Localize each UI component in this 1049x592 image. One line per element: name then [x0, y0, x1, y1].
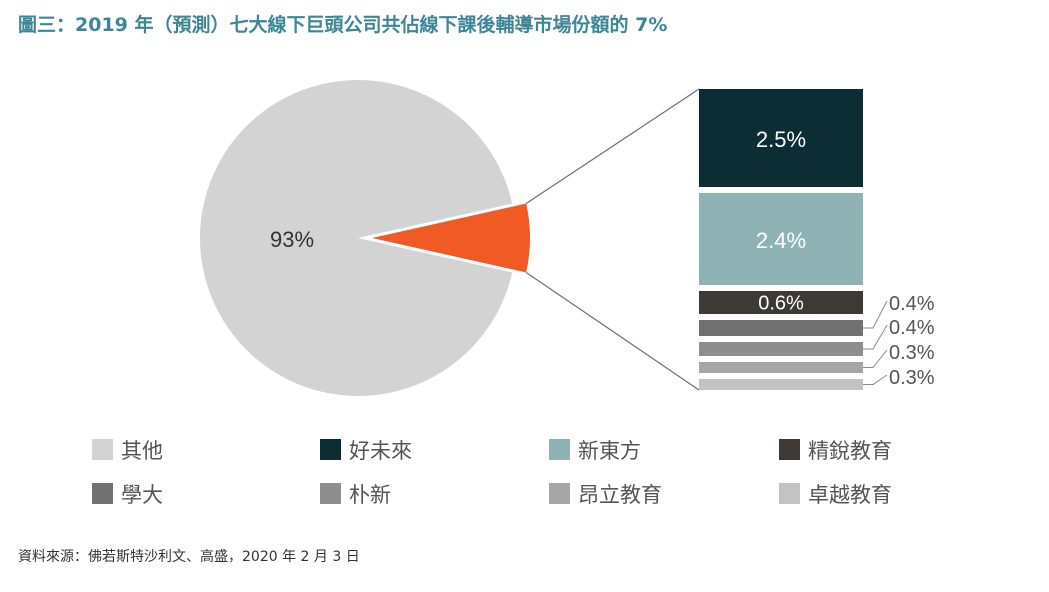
stack-bar	[699, 362, 863, 373]
stack-bar	[699, 89, 863, 187]
legend-label: 卓越教育	[808, 484, 892, 507]
pie-slice-other	[200, 80, 513, 397]
pie-slice-top-seven	[372, 203, 530, 273]
pie-group: 93%	[200, 80, 530, 397]
legend-swatch	[779, 439, 800, 460]
connector-line-top	[525, 88, 700, 205]
chart-title: 圖三：2019 年（預測）七大線下巨頭公司共佔線下課後輔導市場份額的 7%	[18, 14, 668, 36]
stack-bar	[699, 193, 863, 285]
legend-swatch	[320, 439, 341, 460]
stack-label: 0.3%	[889, 342, 935, 364]
legend-label: 好未來	[349, 440, 412, 463]
stack-bar	[699, 342, 863, 356]
legend-label: 朴新	[349, 484, 391, 507]
connector-line-bottom	[525, 271, 700, 391]
leader-line	[863, 374, 888, 385]
stack-bar	[699, 291, 863, 314]
legend-swatch	[320, 483, 341, 504]
legend-swatch	[779, 483, 800, 504]
legend-swatch	[549, 439, 570, 460]
stack-bar	[699, 379, 863, 390]
legend-label: 學大	[121, 484, 163, 507]
legend-swatch	[92, 483, 113, 504]
leader-line	[863, 324, 888, 350]
stack-label: 0.4%	[889, 293, 935, 315]
stack-label: 0.6%	[758, 293, 804, 315]
stack-label: 0.4%	[889, 317, 935, 339]
legend-label: 精銳教育	[808, 440, 892, 463]
stack-bar	[699, 320, 863, 336]
source-note: 資料來源：佛若斯特沙利文、高盛，2020 年 2 月 3 日	[18, 549, 360, 565]
legend-swatch	[549, 483, 570, 504]
stack-label: 2.5%	[756, 127, 806, 152]
legend-swatch	[92, 439, 113, 460]
stack-label: 0.3%	[889, 367, 935, 389]
legend-label: 昂立教育	[578, 484, 662, 507]
stack-label: 2.4%	[756, 228, 806, 253]
breakdown-stack: 2.5% 2.4% 0.6% 0.4%0.4% 0.3% 0.3%	[699, 89, 935, 390]
leader-line	[863, 349, 888, 368]
pie-label-other: 93%	[270, 227, 314, 252]
legend-label: 新東方	[578, 440, 641, 463]
legend-label: 其他	[121, 440, 163, 463]
connector-lines	[525, 88, 700, 391]
leader-line	[863, 300, 888, 329]
